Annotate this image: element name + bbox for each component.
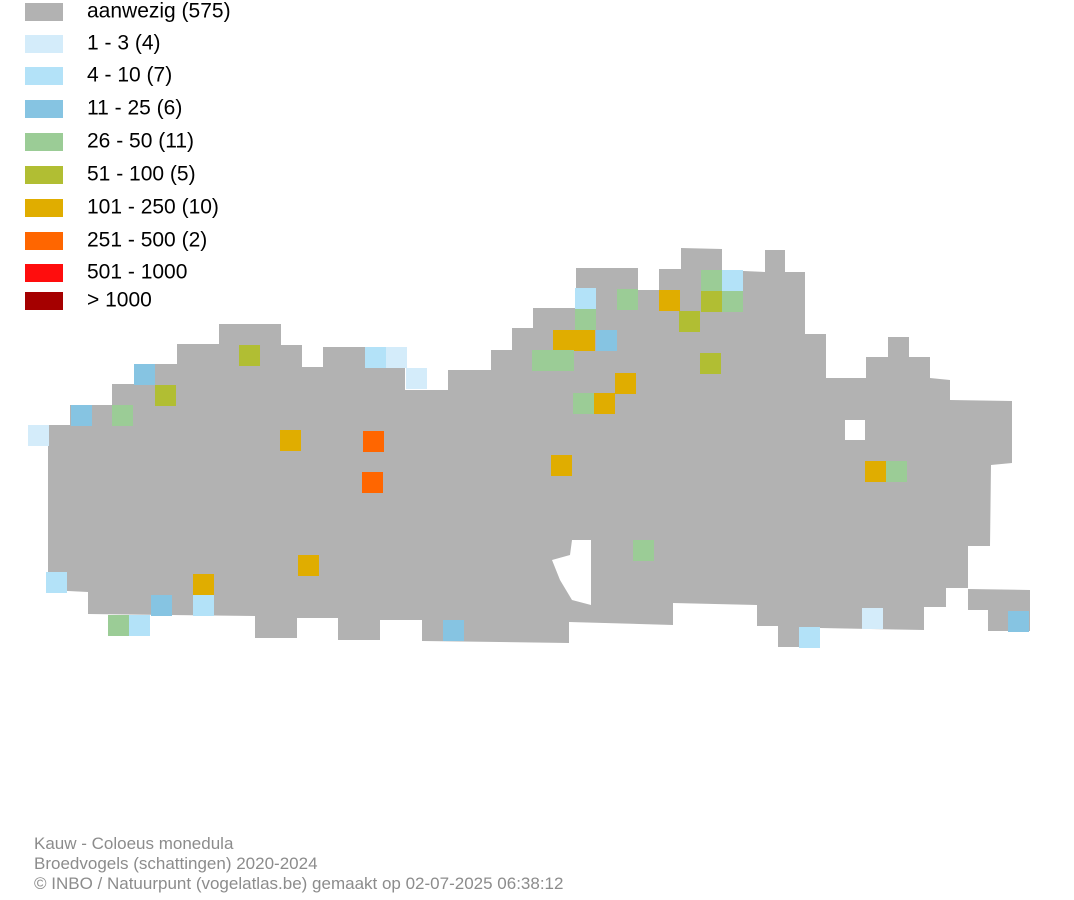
species: Kauw - Coloeus monedula <box>34 834 234 853</box>
cell <box>280 430 301 451</box>
cell <box>443 620 464 641</box>
cell <box>71 405 92 426</box>
cell <box>573 393 594 414</box>
cell <box>108 615 129 636</box>
cell <box>594 393 615 414</box>
legend-swatch <box>25 166 63 184</box>
cell <box>363 431 384 452</box>
legend-label: 501 - 1000 <box>87 261 187 284</box>
cell <box>701 270 722 291</box>
cell <box>553 330 574 351</box>
legend-swatch <box>25 100 63 118</box>
cell <box>362 472 383 493</box>
credit: © INBO / Natuurpunt (vogelatlas.be) gema… <box>34 874 563 893</box>
legend-label: 11 - 25 (6) <box>87 97 182 120</box>
cell <box>298 555 319 576</box>
cell <box>551 455 572 476</box>
cell <box>862 608 883 629</box>
grid-cells <box>28 270 1029 648</box>
legend-label: 1 - 3 (4) <box>87 32 161 55</box>
cell <box>151 595 172 616</box>
region <box>48 248 1012 647</box>
cell <box>700 353 721 374</box>
hole <box>845 420 865 440</box>
legend-swatch <box>25 264 63 282</box>
cell <box>659 290 680 311</box>
legend-swatch <box>25 67 63 85</box>
cell <box>722 270 743 291</box>
legend-label: 251 - 500 (2) <box>87 229 207 252</box>
cell <box>155 385 176 406</box>
cell <box>575 309 596 330</box>
cell <box>701 291 722 312</box>
cell <box>129 615 150 636</box>
cell <box>239 345 260 366</box>
cell <box>532 350 553 371</box>
cell <box>1008 611 1029 632</box>
legend-swatch <box>25 3 63 21</box>
dataset: Broedvogels (schattingen) 2020-2024 <box>34 854 318 873</box>
legend-label: 4 - 10 (7) <box>87 64 172 87</box>
cell <box>112 405 133 426</box>
cell <box>365 347 386 368</box>
cell <box>722 291 743 312</box>
cell <box>406 368 427 389</box>
cell <box>193 574 214 595</box>
cell <box>633 540 654 561</box>
cell <box>617 289 638 310</box>
map <box>28 248 1030 648</box>
legend-label: 101 - 250 (10) <box>87 196 219 219</box>
cell <box>615 373 636 394</box>
legend-label: 26 - 50 (11) <box>87 130 194 153</box>
legend-label: > 1000 <box>87 289 152 312</box>
cell <box>193 595 214 616</box>
cell <box>574 330 595 351</box>
legend-swatch <box>25 199 63 217</box>
cell <box>46 572 67 593</box>
cell <box>134 364 155 385</box>
cell <box>596 330 617 351</box>
legend: aanwezig (575) 1 - 3 (4) 4 - 10 (7) 11 - 25… <box>25 0 231 312</box>
cell <box>799 627 820 648</box>
cell <box>386 347 407 368</box>
legend-swatch <box>25 133 63 151</box>
cell <box>28 425 49 446</box>
legend-label: aanwezig (575) <box>87 0 231 23</box>
legend-label: 51 - 100 (5) <box>87 163 196 186</box>
cell <box>553 350 574 371</box>
cell <box>886 461 907 482</box>
hole <box>552 540 591 605</box>
legend-swatch <box>25 35 63 53</box>
legend-swatch <box>25 232 63 250</box>
cell <box>865 461 886 482</box>
cell <box>575 288 596 309</box>
cell <box>679 311 700 332</box>
legend-swatch <box>25 292 63 310</box>
